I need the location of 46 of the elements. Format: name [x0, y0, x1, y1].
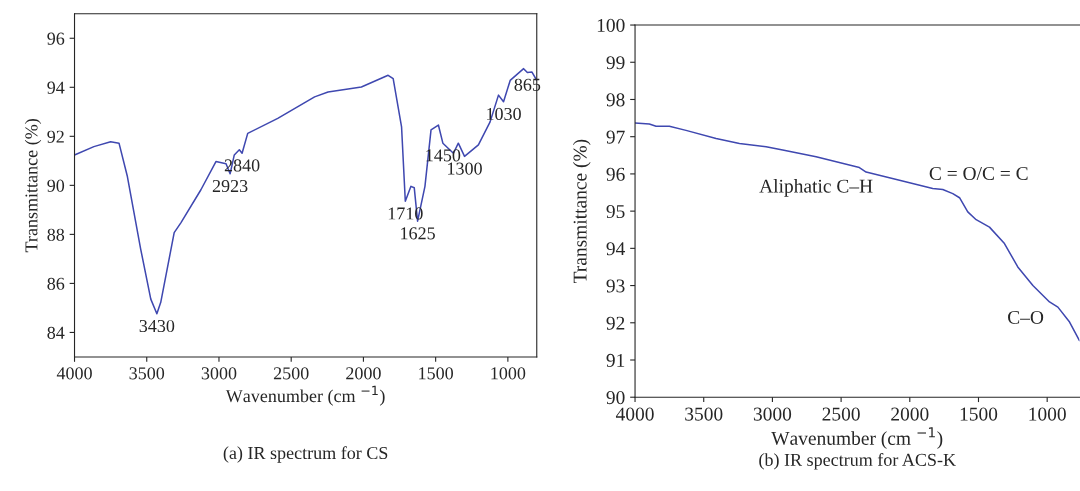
x-tick-label: 3000 [201, 367, 237, 380]
annotation: 1300 [448, 162, 482, 175]
x-tick-label: 3500 [129, 367, 165, 380]
text: (a) IR spectrum for CS [223, 446, 388, 463]
x-tick-label: 1000 [1029, 407, 1066, 421]
y-tick-label: 96 [47, 32, 65, 45]
y-tick-label: 92 [47, 130, 64, 143]
y-tick-label: 93 [606, 279, 625, 293]
annotation: 2923 [212, 179, 248, 193]
y-tick-label: 86 [47, 277, 65, 290]
annotation: 1625 [401, 227, 435, 240]
x-tick-label: 3000 [753, 407, 792, 421]
line-series [635, 122, 1080, 342]
x-tick-label: 1000 [491, 367, 526, 380]
y-tick-label: 90 [606, 391, 625, 405]
x-tick-label: 1500 [960, 407, 998, 421]
y-tick-label: 96 [606, 167, 625, 181]
y-tick-label: 92 [606, 316, 625, 330]
x-tick-label: 4000 [615, 407, 654, 421]
text: (b) IR spectrum for ACS-K [759, 453, 956, 470]
y-tick-label: 91 [606, 353, 625, 367]
annotation: C–O [1008, 310, 1044, 324]
y-tick-label: 95 [606, 205, 625, 219]
y-tick-label: 84 [47, 326, 65, 339]
annotation: C = O/C = C [929, 166, 1028, 181]
x-tick-label: 4000 [56, 367, 92, 380]
x-axis-title: Wavenumber (cm $^{−1}$) [771, 427, 943, 449]
x-tick-label: 2500 [822, 407, 860, 421]
x-tick-label: 2500 [273, 367, 309, 380]
y-tick-label: 97 [606, 130, 625, 144]
annotation: 3430 [139, 319, 175, 333]
y-tick-label: 99 [606, 56, 625, 70]
y-axis-title: Transmittance (%) [572, 139, 591, 284]
y-tick-label: 90 [47, 179, 65, 192]
x-axis-title: Wavenumber (cm $^{−1}$) [225, 385, 385, 406]
y-tick-label: 88 [47, 228, 65, 241]
x-tick-label: 1500 [419, 367, 454, 380]
x-tick-label: 2000 [346, 367, 381, 380]
y-tick-label: 100 [597, 18, 625, 32]
x-tick-label: 2000 [891, 407, 929, 421]
annotation: Aliphatic C–H [759, 179, 873, 197]
x-tick-label: 3500 [685, 407, 723, 421]
y-tick-label: 94 [606, 242, 626, 256]
y-tick-label: 94 [47, 81, 65, 94]
y-axis-title: Transmittance (%) [24, 119, 42, 253]
y-tick-label: 98 [606, 93, 625, 107]
